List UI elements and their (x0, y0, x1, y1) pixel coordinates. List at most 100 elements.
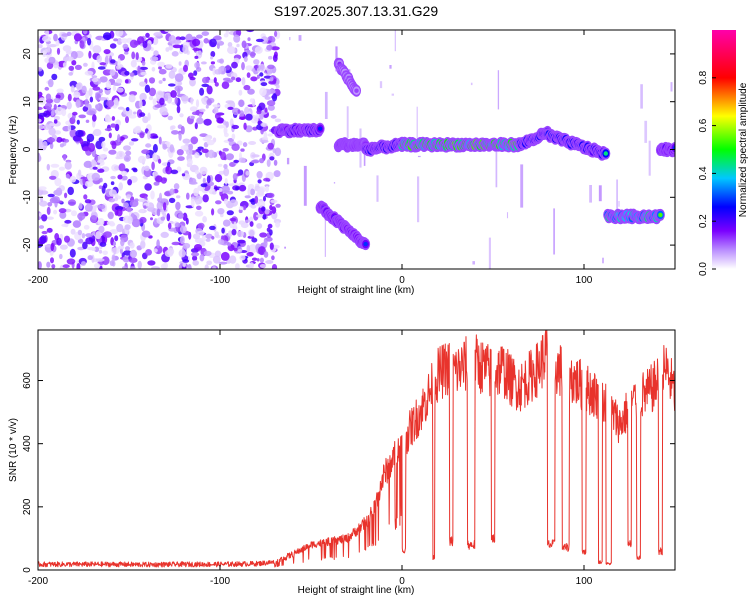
noise-speckle (141, 149, 150, 155)
noise-speckle (92, 128, 102, 137)
noise-speckle (38, 186, 47, 191)
noise-speckle (122, 255, 130, 263)
noise-speckle (198, 108, 206, 113)
noise-speckle (122, 43, 129, 50)
track-core (658, 212, 663, 218)
noise-speckle (138, 198, 147, 202)
noise-speckle (191, 198, 195, 208)
noise-speckle (38, 118, 42, 123)
noise-speckle (229, 217, 237, 222)
noise-speckle (85, 119, 90, 124)
noise-speckle (259, 257, 264, 263)
noise-speckle (197, 146, 204, 150)
noise-speckle (231, 133, 236, 140)
noise-speckle (227, 46, 236, 55)
noise-speckle (84, 98, 89, 108)
noise-speckle (263, 195, 266, 202)
noise-speckle (64, 192, 68, 199)
noise-speckle (46, 137, 56, 143)
noise-speckle (58, 208, 67, 214)
noise-speckle (111, 116, 116, 121)
x-tick-label: 0 (399, 576, 405, 587)
noise-speckle (253, 59, 260, 65)
noise-speckle (259, 87, 267, 97)
noise-speckle (67, 199, 77, 207)
noise-speckle (237, 249, 243, 253)
noise-speckle (38, 112, 48, 117)
noise-speckle (189, 78, 196, 87)
noise-speckle (270, 114, 277, 119)
noise-speckle (248, 141, 257, 145)
noise-speckle (87, 142, 96, 152)
noise-speckle (68, 72, 73, 76)
noise-speckle (156, 208, 161, 217)
noise-speckle (249, 188, 256, 196)
noise-speckle (196, 117, 204, 125)
noise-speckle (56, 88, 64, 94)
noise-speckle (218, 261, 228, 265)
noise-speckle (59, 143, 64, 148)
noise-speckle (56, 47, 61, 55)
noise-speckle (247, 37, 251, 42)
noise-speckle (259, 232, 268, 238)
noise-speckle (42, 124, 52, 130)
noise-speckle (199, 166, 208, 175)
noise-speckle (53, 209, 58, 215)
noise-speckle (158, 66, 162, 70)
noise-speckle (274, 118, 282, 123)
noise-speckle (95, 231, 102, 240)
track-core (363, 241, 368, 247)
noise-speckle (202, 194, 209, 203)
noise-speckle (45, 93, 52, 101)
noise-speckle (245, 219, 250, 223)
noise-speckle (76, 119, 80, 125)
noise-speckle (259, 72, 264, 77)
noise-speckle (162, 112, 169, 116)
noise-speckle (142, 116, 149, 124)
noise-speckle (55, 187, 63, 196)
noise-speckle (141, 60, 146, 66)
noise-speckle (120, 38, 129, 44)
noise-speckle (67, 124, 72, 132)
noise-speckle (157, 61, 165, 67)
noise-speckle (96, 165, 101, 170)
noise-speckle (165, 166, 170, 172)
noise-speckle (75, 83, 81, 89)
noise-speckle (201, 233, 206, 242)
noise-speckle (151, 266, 160, 269)
noise-speckle (112, 241, 116, 247)
noise-speckle (247, 88, 255, 95)
noise-speckle (161, 208, 165, 215)
noise-speckle (238, 157, 246, 163)
noise-speckle (153, 50, 159, 57)
spectrogram-xlabel: Height of straight line (km) (298, 285, 415, 296)
noise-speckle (165, 47, 170, 52)
noise-speckle (83, 62, 88, 67)
noise-speckle (47, 193, 55, 198)
snr-series-line (38, 330, 675, 568)
noise-speckle (174, 96, 178, 105)
noise-speckle (268, 55, 273, 60)
noise-speckle (253, 65, 259, 69)
noise-speckle (238, 116, 246, 120)
noise-speckle (86, 133, 95, 143)
noise-speckle (259, 63, 266, 72)
noise-speckle (98, 225, 105, 234)
noise-speckle (144, 165, 150, 172)
noise-speckle (137, 260, 142, 269)
noise-speckle (128, 114, 137, 119)
noise-speckle (176, 166, 182, 173)
noise-speckle (192, 260, 199, 266)
noise-speckle (102, 250, 108, 256)
noise-speckle (118, 163, 126, 172)
noise-speckle (231, 61, 238, 69)
noise-speckle (223, 167, 230, 177)
noise-speckle (91, 77, 99, 83)
noise-speckle (82, 106, 89, 112)
noise-speckle (77, 169, 82, 177)
noise-speckle (71, 60, 77, 66)
noise-speckle (171, 51, 179, 57)
noise-speckle (213, 77, 217, 84)
snr-xlabel: Height of straight line (km) (298, 585, 415, 596)
